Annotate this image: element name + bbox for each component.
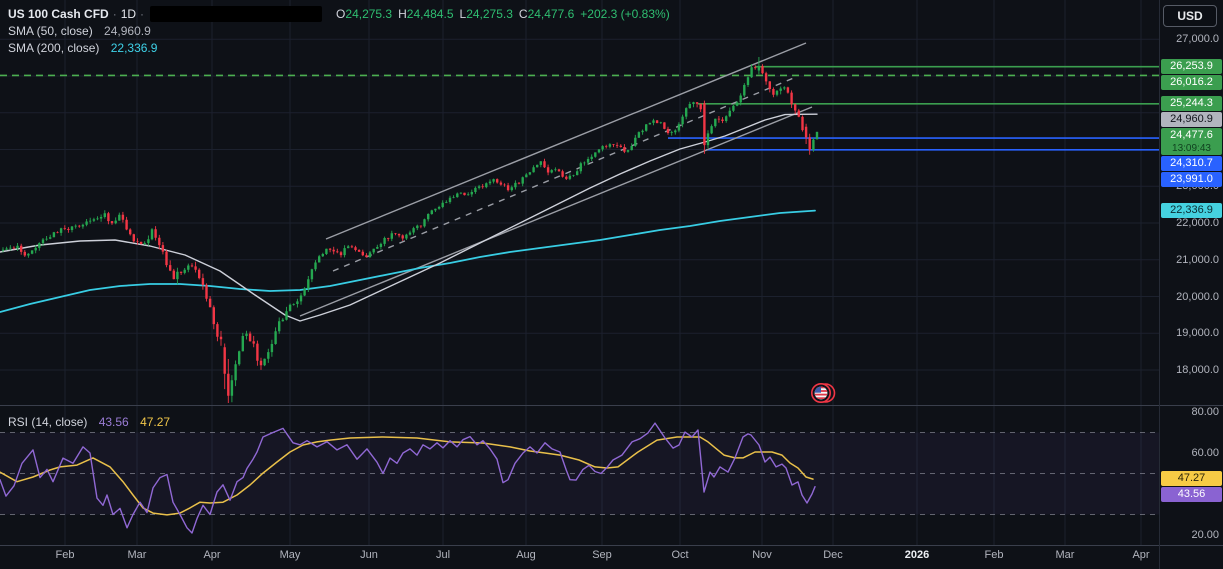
time-axis-year-label: 2026: [904, 549, 930, 561]
time-axis-month-label: Aug: [516, 549, 536, 561]
candle-wicks-down: [13, 64, 811, 403]
price-label-260162: 26,016.2: [1161, 74, 1222, 90]
rsi-ma-value: 47.27: [140, 415, 171, 429]
sma200-value: 22,336.9: [110, 41, 158, 55]
rsi-line: [0, 422, 816, 534]
price-label-value: 24,477.6: [1170, 128, 1213, 141]
symbol-row[interactable]: US 100 Cash CFD · 1D · O24,275.3 H24,484.5 L24…: [8, 6, 670, 22]
low-value: 24,275.3: [466, 7, 513, 22]
bar-countdown: 13:09:43: [1172, 142, 1211, 154]
rsi-label: RSI (14, close): [8, 415, 88, 429]
price-label-value: 25,244.3: [1170, 96, 1213, 109]
time-axis-month-label: May: [279, 549, 301, 561]
price-axis-tick: 18,000.0: [1176, 364, 1219, 376]
price-axis-tick: 19,000.0: [1176, 327, 1219, 340]
rsi-axis-tick: 60.00: [1191, 447, 1219, 459]
time-axis-month-label: Apr: [203, 549, 221, 561]
economic-event-us-flag-icon[interactable]: [811, 383, 836, 403]
rsi-axis-tick: 20.00: [1191, 529, 1219, 541]
main-price-pane[interactable]: [0, 42, 1159, 403]
rsi-value: 43.56: [98, 415, 129, 429]
us-flag: [814, 386, 828, 400]
price-label-239910: 23,991.0: [1161, 171, 1222, 187]
price-label-249609: 24,960.9: [1161, 111, 1222, 127]
symbol-title[interactable]: US 100 Cash CFD: [8, 7, 109, 22]
price-axis-tick: 27,000.0: [1176, 33, 1219, 46]
rsi-ma-line: [0, 436, 814, 516]
separator-dot: ·: [112, 7, 117, 22]
price-axis-tick: 20,000.0: [1176, 290, 1219, 303]
time-axis-month-label: Mar: [1055, 549, 1075, 561]
high-label: H: [398, 7, 407, 22]
time-axis-month-label: Dec: [823, 549, 843, 561]
sma50-line: [0, 113, 818, 322]
time-axis-month-label: Jun: [360, 549, 378, 561]
time-axis[interactable]: Feb Mar Apr May Jun Jul Aug Sep Oct Nov Dec 2026 Feb…: [0, 546, 1223, 569]
trendline[interactable]: [325, 42, 807, 240]
main-chart-legend: US 100 Cash CFD · 1D · O24,275.3 H24,484.5 L24…: [8, 6, 670, 57]
currency-toggle-button[interactable]: USD: [1163, 5, 1217, 27]
candle-bodies-down: [12, 66, 811, 396]
close-label: C: [518, 7, 528, 22]
rsi-legend-row[interactable]: RSI (14, close) 43.56 47.27: [8, 414, 170, 430]
sma200-line: [0, 209, 816, 313]
low-label: L: [459, 7, 467, 22]
time-axis-month-label: Nov: [752, 549, 772, 561]
high-value: 24,484.5: [406, 7, 454, 22]
price-label-value: 24,310.7: [1170, 156, 1213, 169]
candle-wicks-up: [2, 57, 818, 403]
open-label: O: [336, 7, 346, 22]
price-scale[interactable]: 27,000.023,000.022,000.021,000.020,000.0…: [1160, 0, 1223, 545]
price-label-243107: 24,310.7: [1161, 155, 1222, 171]
price-label-value: 26,253.9: [1170, 59, 1213, 72]
trendline[interactable]: [299, 106, 813, 317]
rsi-label-4727: 47.27: [1161, 471, 1222, 487]
price-axis-tick: 21,000.0: [1176, 253, 1219, 266]
rsi-axis-tick: 80.00: [1191, 406, 1219, 418]
time-axis-month-label: Jul: [435, 549, 451, 561]
sma200-label: SMA (200, close): [8, 41, 100, 55]
sma50-value: 24,960.9: [104, 24, 151, 38]
redacted-source: [150, 6, 323, 22]
price-label-262539: 26,253.9: [1161, 58, 1222, 74]
time-axis-month-label: Apr: [1132, 549, 1150, 561]
time-axis-month-label: Oct: [671, 549, 689, 561]
price-label-value: 24,960.9: [1170, 112, 1213, 125]
price-label-244776: 24,477.6 13:09:43: [1161, 127, 1222, 155]
price-label-value: 26,016.2: [1170, 75, 1213, 88]
price-label-223369: 22,336.9: [1161, 202, 1222, 218]
trendline[interactable]: [332, 76, 797, 272]
time-axis-month-label: Feb: [55, 549, 75, 561]
change-value: +202.3 (+0.83%): [580, 7, 670, 22]
time-axis-month-label: Feb: [984, 549, 1004, 561]
rsi-label-4356: 43.56: [1161, 487, 1222, 503]
time-axis-month-label: Mar: [127, 549, 147, 561]
price-label-value: 22,336.9: [1170, 203, 1213, 216]
sma50-legend-row[interactable]: SMA (50, close) 24,960.9: [8, 23, 670, 39]
interval-label[interactable]: 1D: [120, 7, 137, 22]
price-label-252443: 25,244.3: [1161, 95, 1222, 111]
sma200-legend-row[interactable]: SMA (200, close) 22,336.9: [8, 40, 670, 56]
time-axis-month-label: Sep: [592, 549, 612, 561]
price-axis-tick: 22,000.0: [1176, 217, 1219, 229]
separator-dot: ·: [140, 7, 145, 22]
sma50-label: SMA (50, close): [8, 24, 93, 38]
open-value: 24,275.3: [345, 7, 393, 22]
close-value: 24,477.6: [527, 7, 575, 22]
price-label-value: 23,991.0: [1170, 172, 1213, 185]
rsi-pane[interactable]: [0, 422, 1159, 534]
